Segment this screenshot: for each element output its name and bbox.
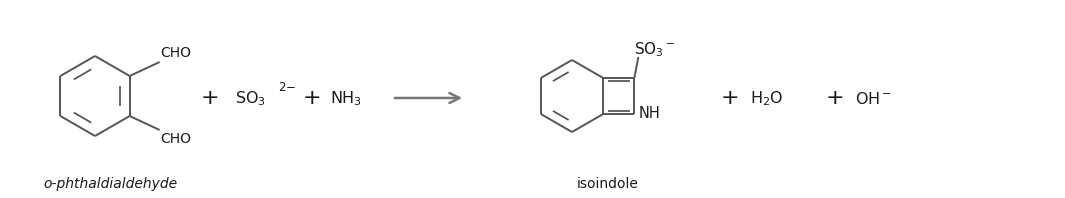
Text: SO$_3$$^-$: SO$_3$$^-$: [635, 41, 675, 59]
Text: 2$-$: 2$-$: [278, 82, 296, 94]
Text: CHO: CHO: [161, 46, 192, 60]
Text: H$_2$O: H$_2$O: [750, 90, 784, 108]
Text: +: +: [200, 88, 219, 108]
Text: NH$_3$: NH$_3$: [330, 90, 362, 108]
Text: NH: NH: [638, 106, 660, 121]
Text: o-phthaldialdehyde: o-phthaldialdehyde: [43, 177, 177, 191]
Text: +: +: [721, 88, 739, 108]
Text: +: +: [825, 88, 845, 108]
Text: SO$_3$: SO$_3$: [235, 90, 266, 108]
Text: CHO: CHO: [161, 132, 192, 146]
Text: isoindole: isoindole: [577, 177, 639, 191]
Text: OH$^-$: OH$^-$: [855, 91, 892, 107]
Text: +: +: [302, 88, 322, 108]
